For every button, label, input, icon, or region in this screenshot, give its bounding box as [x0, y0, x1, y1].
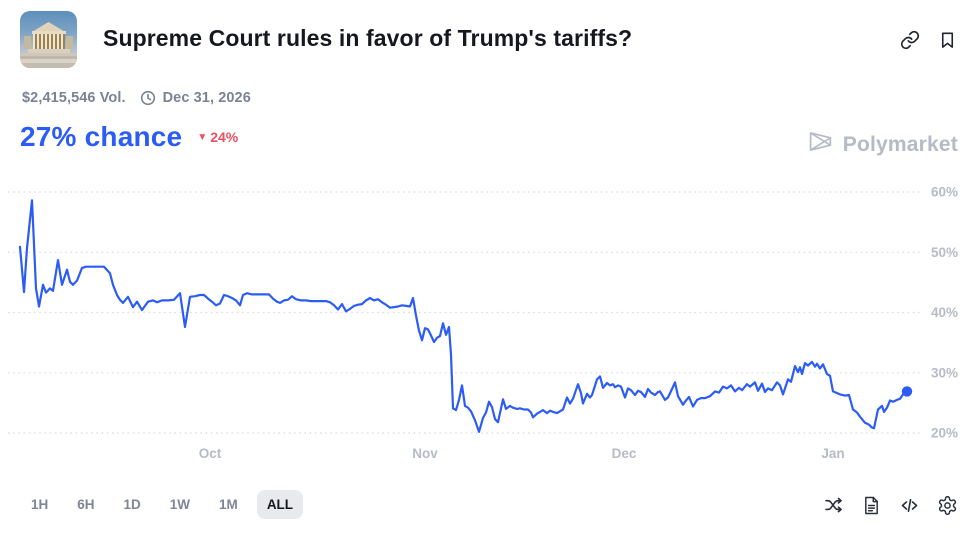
y-tick-label: 50%: [931, 245, 958, 260]
market-avatar: [20, 11, 77, 68]
x-tick-label: Dec: [612, 446, 637, 461]
chance-value: 27% chance: [20, 121, 183, 152]
price-change-value: 24%: [210, 129, 239, 145]
price-chart[interactable]: 20% 30% 40% 50% 60% Oct Nov Dec Jan: [0, 172, 975, 474]
price-change-badge: ▼ 24%: [197, 129, 238, 145]
time-filter-1d[interactable]: 1D: [123, 497, 141, 512]
avatar-building-wing: [66, 36, 73, 49]
market-title: Supreme Court rules in favor of Trump's …: [103, 25, 633, 51]
bookmark-icon[interactable]: [938, 30, 957, 50]
avatar-building-steps: [20, 53, 77, 68]
x-tick-label: Oct: [199, 446, 222, 461]
document-icon[interactable]: [861, 495, 882, 516]
time-filter-all[interactable]: ALL: [256, 490, 304, 519]
avatar-building-columns: [32, 34, 65, 49]
time-filter-6h[interactable]: 6H: [77, 497, 95, 512]
avatar-building-pediment: [33, 22, 64, 31]
link-icon[interactable]: [900, 30, 920, 50]
time-filter-1m[interactable]: 1M: [219, 497, 238, 512]
x-tick-label: Nov: [412, 446, 438, 461]
y-tick-label: 40%: [931, 305, 958, 320]
settings-gear-icon[interactable]: [937, 495, 958, 516]
x-tick-label: Jan: [821, 446, 844, 461]
avatar-building-wing: [24, 36, 31, 49]
y-tick-label: 60%: [931, 185, 958, 200]
polymarket-watermark: Polymarket: [807, 128, 958, 161]
polymarket-wordmark: Polymarket: [842, 132, 958, 156]
end-date-label: Dec 31, 2026: [162, 90, 251, 106]
avatar-building-entablature: [31, 31, 66, 34]
price-line: [18, 199, 909, 433]
compare-arrows-icon[interactable]: [823, 495, 844, 516]
y-tick-label: 20%: [931, 426, 958, 441]
polymarket-logo-icon: [807, 128, 834, 161]
current-price-dot: [901, 386, 913, 397]
embed-code-icon[interactable]: [899, 495, 920, 516]
time-range-filters: 1H 6H 1D 1W 1M ALL: [21, 490, 304, 519]
volume-label: $2,415,546 Vol.: [22, 90, 126, 106]
avatar-building-base: [27, 49, 70, 53]
time-filter-1w[interactable]: 1W: [169, 497, 191, 512]
down-triangle-icon: ▼: [197, 131, 208, 143]
clock-icon: [140, 90, 156, 106]
y-tick-label: 30%: [931, 365, 958, 380]
time-filter-1h[interactable]: 1H: [31, 497, 49, 512]
